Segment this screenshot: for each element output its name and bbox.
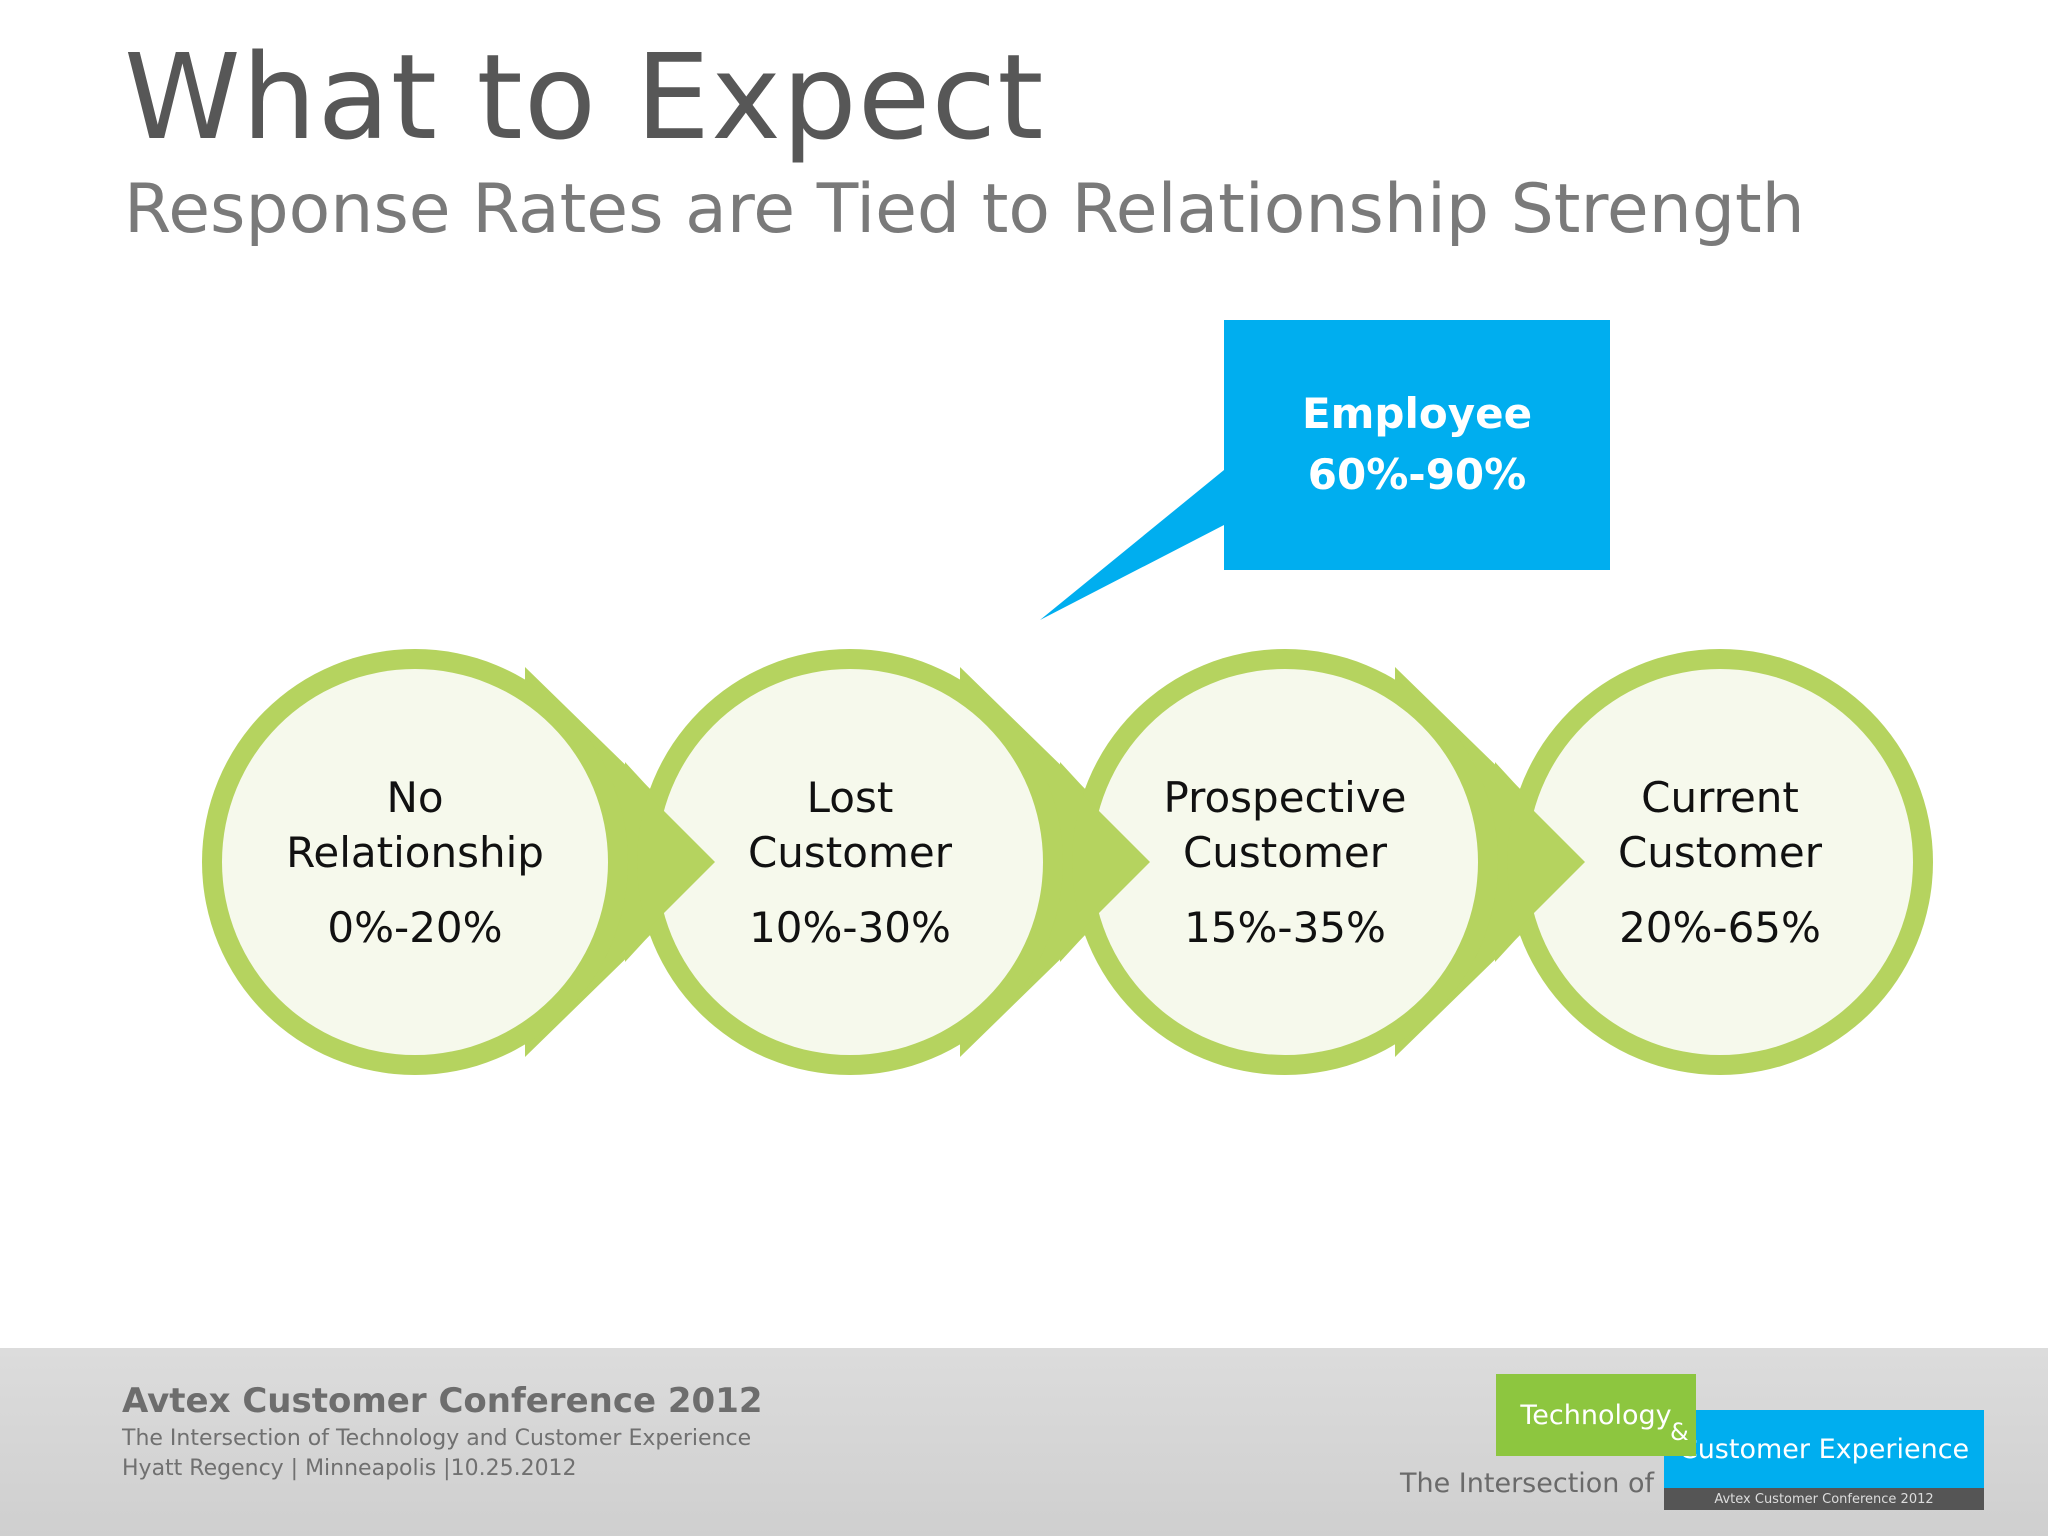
callout-pointer [1040,470,1224,620]
conference-venue: Hyatt Regency | Minneapolis |10.25.2012 [122,1456,577,1481]
stage-circle [657,669,1043,1055]
stage-lost-customer: Lost Customer 10%-30% [660,770,1040,952]
stage-range: 0%-20% [327,902,503,952]
stage-prospective-customer: Prospective Customer 15%-35% [1095,770,1475,952]
chevron-point [643,790,715,934]
logo-strip: Avtex Customer Conference 2012 [1664,1488,1984,1510]
stage-label-line2: Customer [1182,828,1387,878]
stage-circle [1092,669,1478,1055]
relationship-diagram [202,470,1933,1075]
callout-label: Employee [1301,389,1533,439]
stage-no-relationship: No Relationship 0%-20% [225,770,605,952]
stage-range: 15%-35% [1184,902,1386,952]
stage-circle [222,669,608,1055]
slide-title: What to Expect [124,28,1045,166]
stage-label-line1: No [386,773,444,822]
stage-label: Current Customer [1530,770,1910,881]
stage-label-line2: Relationship [286,828,544,878]
stage-label-line2: Customer [747,828,952,878]
stage-label-line1: Prospective [1163,773,1407,822]
stage-label-line2: Customer [1617,828,1822,878]
stage-label: Prospective Customer [1095,770,1475,881]
stage-range: 20%-65% [1619,902,1821,952]
callout-employee: Employee 60%-90% [1224,320,1610,570]
stage-label: No Relationship [225,770,605,881]
chevron-point [1513,790,1585,934]
stage-circle [1527,669,1913,1055]
chevron-point [1078,790,1150,934]
callout-range: 60%-90% [1307,450,1527,499]
slide-subtitle: Response Rates are Tied to Relationship … [124,170,1805,249]
logo-ampersand: & [1670,1418,1689,1446]
logo-technology: Technology [1496,1374,1696,1456]
stage-current-customer: Current Customer 20%-65% [1530,770,1910,952]
conference-tagline: The Intersection of Technology and Custo… [122,1426,752,1451]
stage-label-line1: Lost [806,773,894,822]
stage-label: Lost Customer [660,770,1040,881]
stage-label-line1: Current [1641,773,1799,822]
logo-intersection-text: The Intersection of [1400,1468,1655,1499]
stage-range: 10%-30% [749,902,951,952]
logo-cx-text: Customer Experience [1678,1433,1970,1465]
conference-name: Avtex Customer Conference 2012 [122,1381,763,1421]
